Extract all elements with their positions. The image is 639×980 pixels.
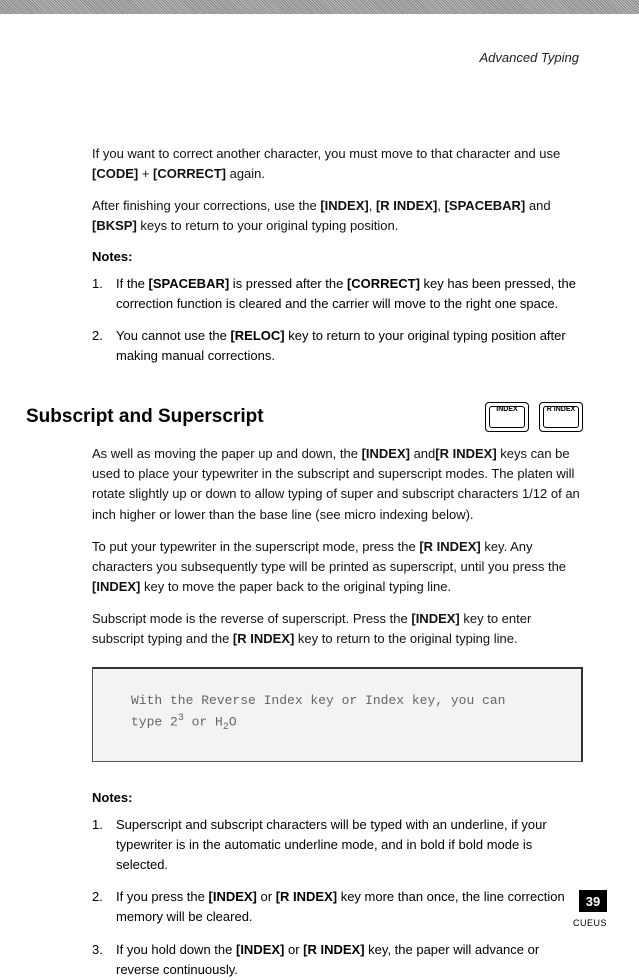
note-item: 1. Superscript and subscript characters … bbox=[92, 815, 583, 875]
notes-heading-2: Notes: bbox=[92, 790, 583, 805]
note-number: 1. bbox=[92, 274, 116, 314]
note-number: 2. bbox=[92, 326, 116, 366]
note-number: 2. bbox=[92, 887, 116, 927]
text: After finishing your corrections, use th… bbox=[92, 198, 320, 213]
key-correct: [CORRECT] bbox=[153, 166, 226, 181]
key-rindex: [R INDEX] bbox=[376, 198, 437, 213]
text: , bbox=[437, 198, 444, 213]
note-text: If you hold down the [INDEX] or [R INDEX… bbox=[116, 940, 583, 980]
key-index: [INDEX] bbox=[320, 198, 368, 213]
key-spacebar: [SPACEBAR] bbox=[445, 198, 526, 213]
text: keys to return to your original typing p… bbox=[137, 218, 399, 233]
example-typed-box: With the Reverse Index key or Index key,… bbox=[92, 667, 583, 761]
note-text: Superscript and subscript characters wil… bbox=[116, 815, 583, 875]
key-bksp: [BKSP] bbox=[92, 218, 137, 233]
scan-top-border bbox=[0, 0, 639, 14]
note-text: If you press the [INDEX] or [R INDEX] ke… bbox=[116, 887, 583, 927]
note-item: 2. You cannot use the [RELOC] key to ret… bbox=[92, 326, 583, 366]
note-text: You cannot use the [RELOC] key to return… bbox=[116, 326, 583, 366]
note-item: 2. If you press the [INDEX] or [R INDEX]… bbox=[92, 887, 583, 927]
text: , bbox=[369, 198, 376, 213]
notes-list-1: 1. If the [SPACEBAR] is pressed after th… bbox=[92, 274, 583, 367]
key-code: [CODE] bbox=[92, 166, 138, 181]
section-title: Subscript and Superscript bbox=[26, 406, 475, 428]
page-number-badge: 39 bbox=[579, 890, 607, 912]
note-number: 3. bbox=[92, 940, 116, 980]
sub-para-2: To put your typewriter in the superscrip… bbox=[92, 537, 583, 597]
sub-para-1: As well as moving the paper up and down,… bbox=[92, 444, 583, 525]
keycap-index-icon: INDEX bbox=[485, 402, 529, 432]
sub-para-3: Subscript mode is the reverse of supersc… bbox=[92, 609, 583, 649]
intro-para-1: If you want to correct another character… bbox=[92, 144, 583, 184]
keycap-rindex-icon: R INDEX bbox=[539, 402, 583, 432]
chapter-header: Advanced Typing bbox=[480, 50, 580, 65]
notes-list-2: 1. Superscript and subscript characters … bbox=[92, 815, 583, 980]
text: + bbox=[138, 166, 153, 181]
example-line-1: With the Reverse Index key or Index key,… bbox=[131, 691, 563, 711]
footer-code: CUEUS bbox=[573, 918, 607, 928]
intro-para-2: After finishing your corrections, use th… bbox=[92, 196, 583, 236]
text: again. bbox=[226, 166, 265, 181]
text: If you want to correct another character… bbox=[92, 146, 560, 161]
section-heading-row: Subscript and Superscript INDEX R INDEX bbox=[0, 384, 639, 444]
text: and bbox=[525, 198, 550, 213]
note-item: 3. If you hold down the [INDEX] or [R IN… bbox=[92, 940, 583, 980]
note-number: 1. bbox=[92, 815, 116, 875]
note-item: 1. If the [SPACEBAR] is pressed after th… bbox=[92, 274, 583, 314]
note-text: If the [SPACEBAR] is pressed after the [… bbox=[116, 274, 583, 314]
notes-heading-1: Notes: bbox=[92, 249, 583, 264]
example-line-2: type 23 or H2O bbox=[131, 711, 563, 735]
